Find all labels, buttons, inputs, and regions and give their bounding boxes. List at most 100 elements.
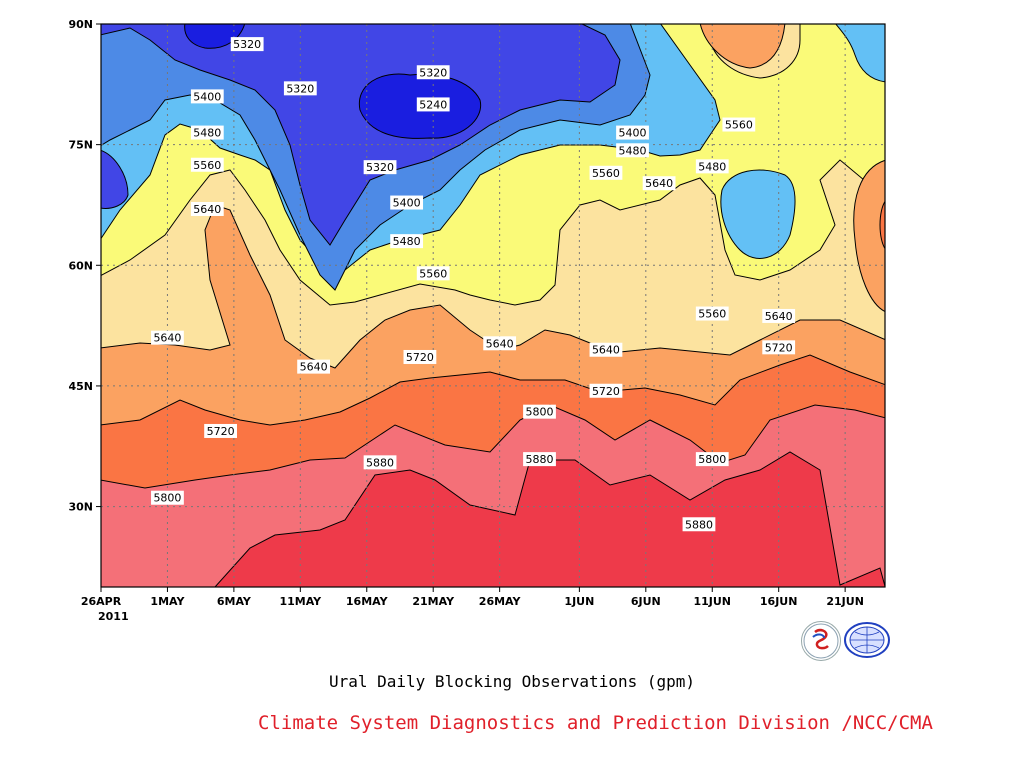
contour-label-text: 5400: [393, 197, 421, 210]
contour-label-box: [190, 89, 224, 104]
contour-label-box: [297, 359, 331, 374]
contour-label-5640: 5640: [483, 336, 517, 351]
contour-label-box: [762, 308, 796, 323]
x-tick-label: 6JUN: [631, 595, 661, 608]
contour-label-text: 5560: [592, 167, 620, 180]
plot-area: 5320 5320 5240 5320 5400 5480 5560 5640 5320 5400…: [101, 24, 885, 587]
contour-label-box: [695, 452, 729, 467]
contour-label-text: 5640: [193, 203, 221, 216]
contour-label-5720: 5720: [204, 423, 237, 438]
contour-label-box: [483, 336, 517, 351]
contour-label-box: [416, 65, 450, 80]
contour-label-text: 5800: [698, 453, 726, 466]
contour-label-box: [151, 330, 184, 345]
contour-label-box: [616, 125, 649, 140]
contour-label-text: 5480: [619, 144, 647, 157]
contour-label-box: [204, 423, 237, 438]
contour-label-5880: 5880: [523, 452, 556, 467]
contour-label-5880: 5880: [682, 517, 716, 532]
contour-label-text: 5400: [193, 90, 221, 103]
contour-label-box: [363, 455, 397, 470]
contour-label-box: [403, 349, 437, 364]
x-tick-label: 1JUN: [564, 595, 594, 608]
y-tick-label: 30N: [68, 501, 93, 514]
band-5640-patch-north: [699, 24, 786, 69]
band-5240: [101, 24, 621, 246]
contour-label-box: [190, 201, 224, 216]
contour-label-box: [722, 117, 756, 132]
x-tick-label: 6MAY: [217, 595, 252, 608]
x-tick-label: 11MAY: [279, 595, 322, 608]
contour-label-5480: 5480: [695, 159, 729, 174]
contour-label-text: 5720: [592, 385, 620, 398]
contour-label-text: 5880: [526, 453, 554, 466]
contour-label-5560: 5560: [589, 165, 623, 180]
y-tick-label: 45N: [68, 380, 93, 393]
contour-label-box: [416, 97, 450, 112]
contour-label-text: 5640: [592, 344, 620, 357]
y-tick-label: 90N: [68, 18, 93, 31]
contour-label-box: [589, 342, 623, 357]
y-axis: 30N 45N 60N 75N 90N: [68, 18, 101, 514]
contour-label-5400: 5400: [190, 89, 224, 104]
bcc-logo-icon: [803, 623, 839, 659]
contour-label-5560: 5560: [416, 266, 450, 281]
x-tick-label: 26MAY: [479, 595, 522, 608]
contour-label-text: 5720: [765, 341, 793, 354]
contour-label-text: 5560: [698, 308, 726, 321]
contour-label-box: [589, 165, 623, 180]
chart-title: Ural Daily Blocking Observations (gpm): [328, 672, 696, 691]
contour-label-5400: 5400: [390, 195, 424, 210]
contour-label-text: 5560: [419, 267, 447, 280]
contour-label-text: 5720: [406, 351, 434, 364]
contour-label-text: 5480: [193, 127, 221, 140]
contour-label-text: 5800: [153, 492, 181, 505]
contour-label-text: 5640: [765, 310, 793, 323]
x-axis-year-label: 2011: [98, 610, 129, 623]
contour-label-box: [283, 81, 317, 96]
band-5640-patch-east: [853, 159, 885, 312]
contour-labels: 5320 5320 5240 5320 5400 5480 5560 5640 5320 5400…: [151, 37, 796, 532]
x-tick-label: 1MAY: [150, 595, 185, 608]
contour-label-5560: 5560: [190, 157, 224, 172]
contour-label-box: [523, 404, 556, 419]
contour-label-5640: 5640: [642, 176, 676, 191]
contour-label-5320: 5320: [363, 160, 397, 175]
contour-label-text: 5640: [486, 337, 514, 350]
contour-label-text: 5320: [286, 82, 314, 95]
contour-label-text: 5800: [526, 406, 554, 419]
contour-label-5320: 5320: [283, 81, 317, 96]
band-lt5240-top: [184, 24, 246, 49]
contour-label-text: 5240: [419, 98, 447, 111]
contour-label-5800: 5800: [695, 452, 729, 467]
y-tick-label: 75N: [68, 139, 93, 152]
contour-label-text: 5640: [153, 332, 181, 345]
ncc-logo-icon: [844, 622, 890, 658]
contour-label-5560: 5560: [695, 306, 729, 321]
x-tick-label: 11JUN: [693, 595, 731, 608]
contour-label-5720: 5720: [762, 340, 796, 355]
contour-label-text: 5720: [207, 425, 235, 438]
band-5720-patch-east: [879, 200, 885, 250]
contour-label-text: 5640: [300, 361, 328, 374]
contour-label-5560: 5560: [722, 117, 756, 132]
contour-label-5640: 5640: [151, 330, 184, 345]
contour-label-5800: 5800: [151, 490, 184, 505]
contour-label-5640: 5640: [297, 359, 331, 374]
ncc-logo: [843, 621, 891, 659]
contour-label-box: [523, 452, 556, 467]
contour-label-5640: 5640: [589, 342, 623, 357]
x-tick-label: 21JUN: [826, 595, 864, 608]
contour-label-text: 5320: [233, 38, 261, 51]
contour-label-5720: 5720: [403, 349, 437, 364]
footer-credit: Climate System Diagnostics and Predictio…: [258, 712, 933, 734]
contour-label-text: 5560: [725, 119, 753, 132]
y-tick-label: 60N: [68, 259, 93, 272]
contour-label-box: [190, 157, 224, 172]
contour-label-box: [762, 340, 796, 355]
contour-label-text: 5560: [193, 159, 221, 172]
contour-label-box: [589, 383, 623, 398]
contour-label-text: 5640: [645, 177, 673, 190]
contour-label-5640: 5640: [762, 308, 796, 323]
contour-label-5240: 5240: [416, 97, 450, 112]
